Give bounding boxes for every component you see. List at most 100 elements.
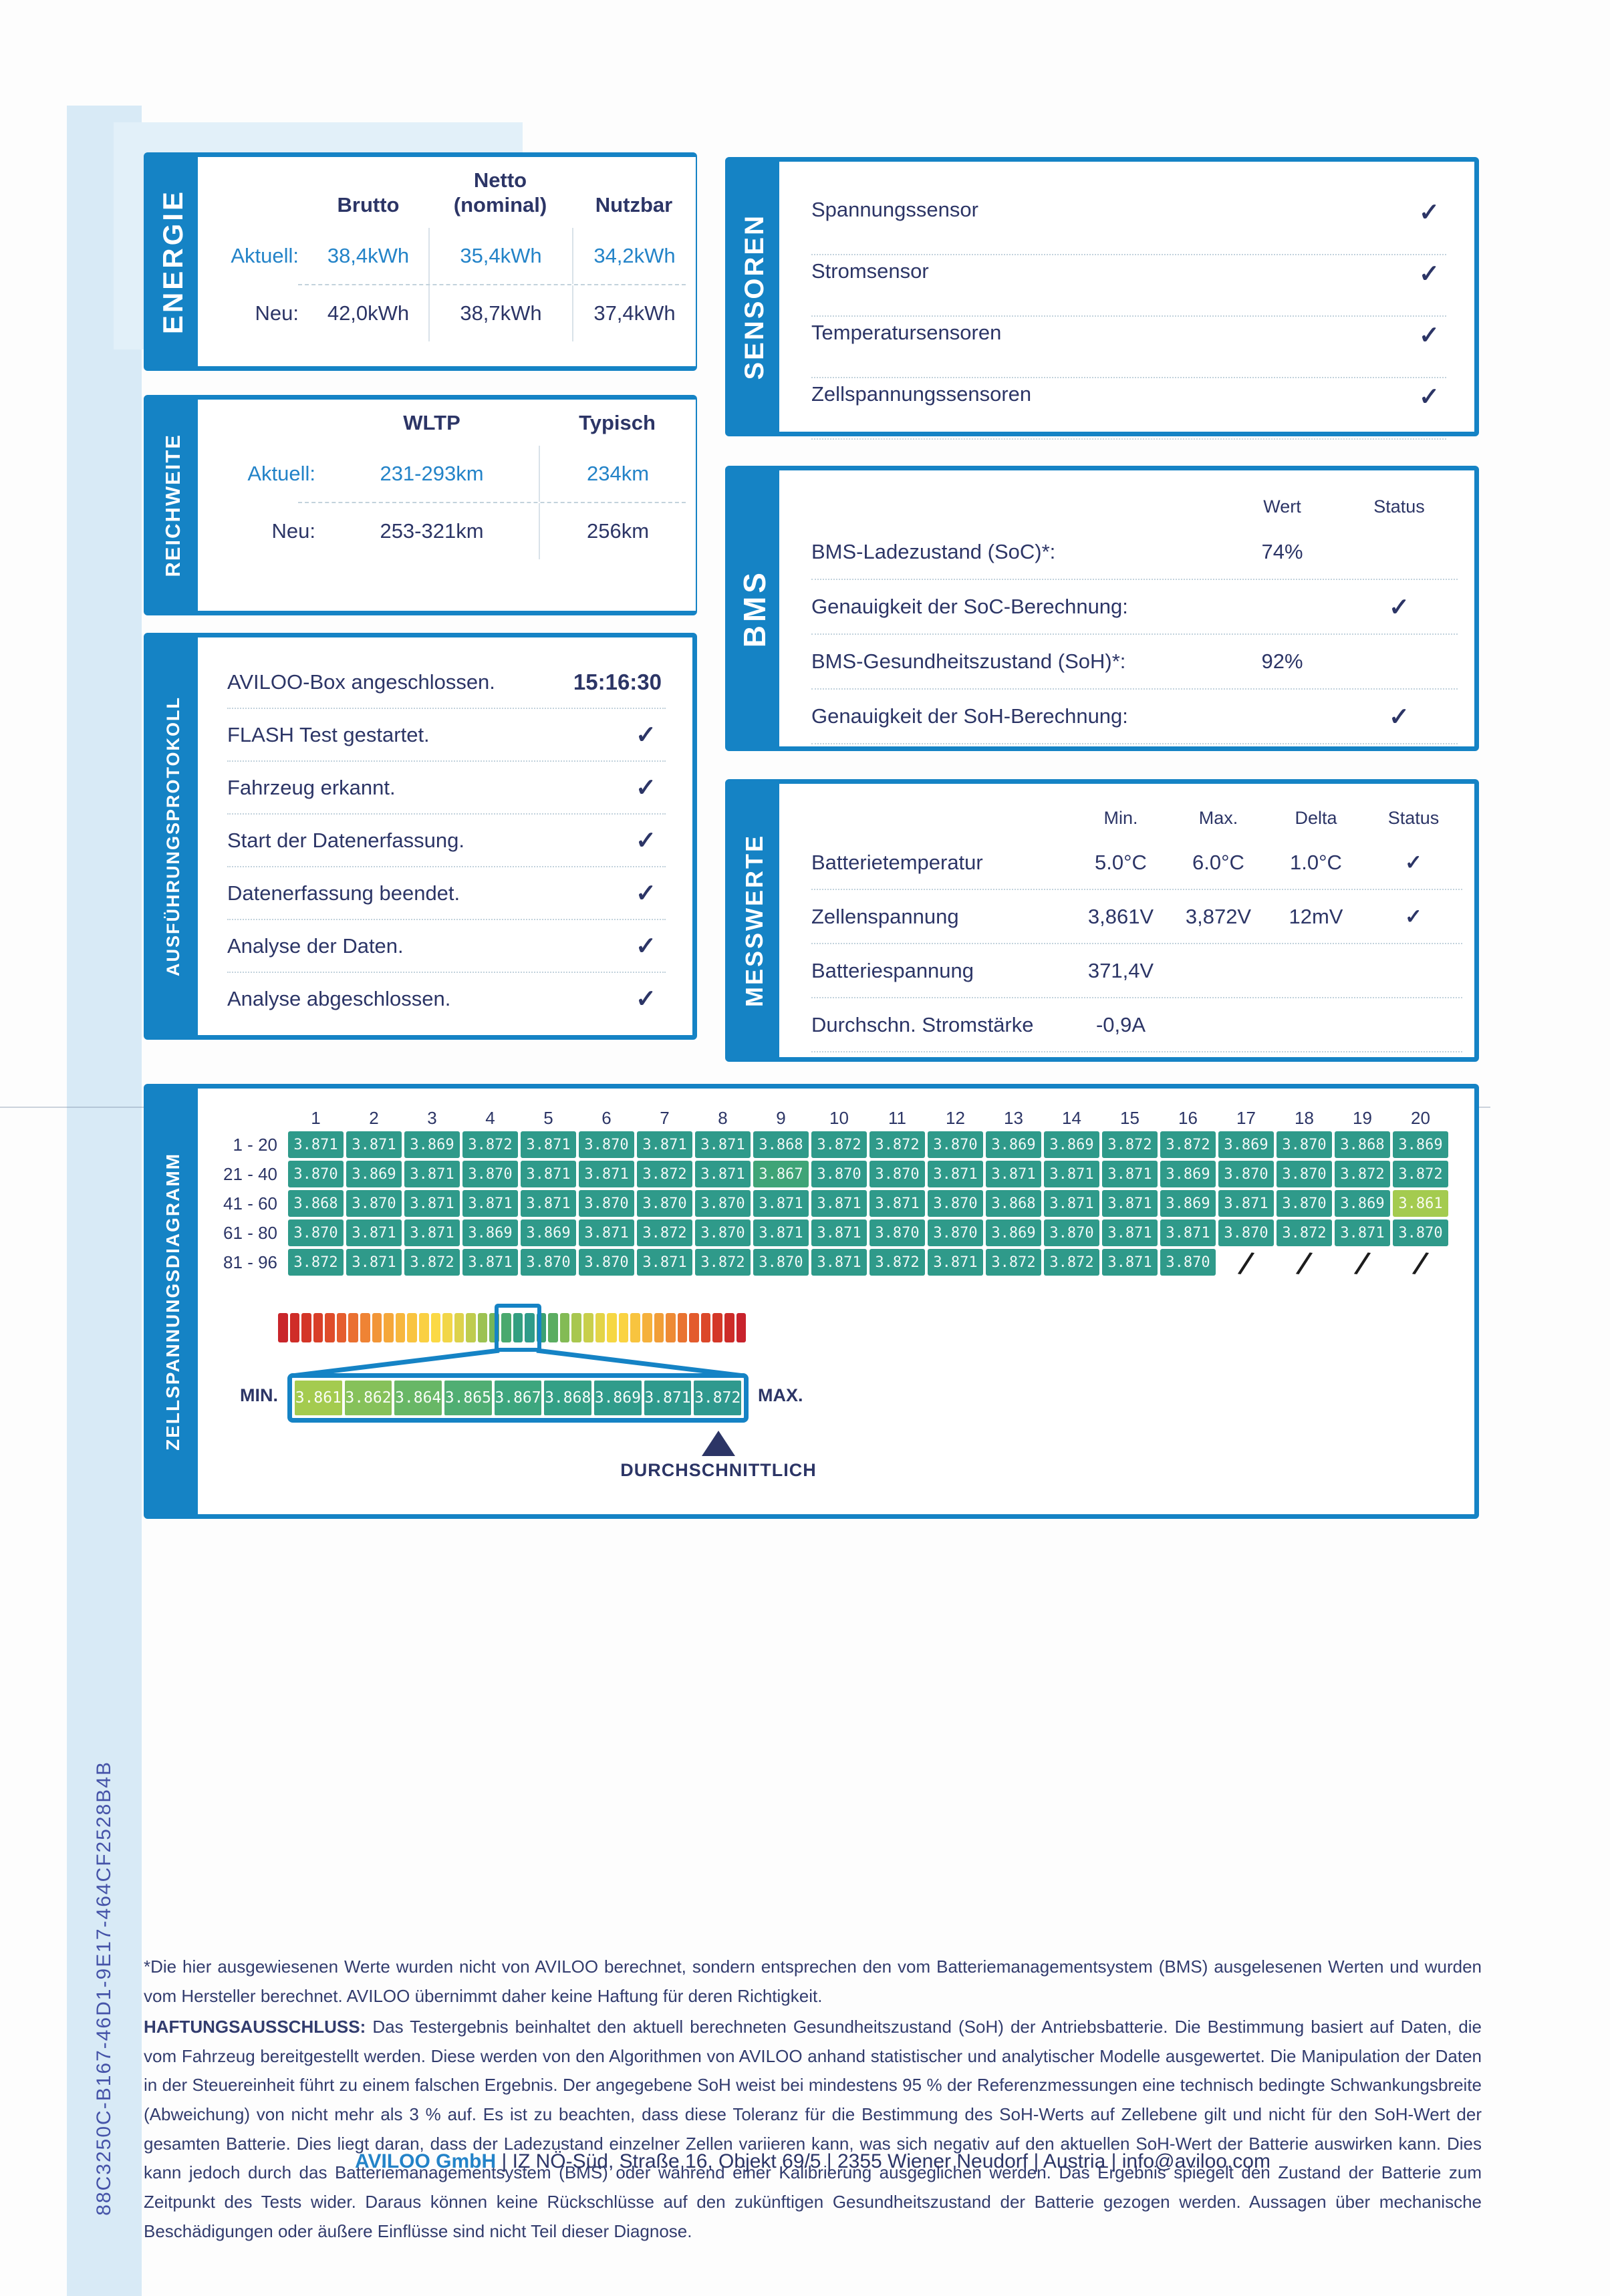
bms-label: Genauigkeit der SoH-Berechnung: xyxy=(811,704,1128,728)
grid-cell: 3.870 xyxy=(346,1190,402,1217)
zellspannung-tab-label: ZELLSPANNUNGSDIAGRAMM xyxy=(162,1152,183,1451)
grid-col-header: 14 xyxy=(1062,1108,1081,1128)
grid-row-label: 41 - 60 xyxy=(223,1193,277,1213)
grid-cell: 3.871 xyxy=(753,1190,809,1217)
voltage-scale-strip: 3.861 3.862 3.864 3.865 3.867 3.868 3.869 3.871… xyxy=(287,1373,749,1423)
gradient-segment xyxy=(395,1313,406,1342)
messwerte-table: Min. Max. Delta Status Batterietemperatu… xyxy=(779,784,1474,1052)
gradient-segment xyxy=(360,1313,370,1342)
grid-cell: 3.871 xyxy=(811,1190,867,1217)
grid-cell: 3.872 xyxy=(637,1219,692,1246)
grid-cell: 3.871 xyxy=(1102,1190,1158,1217)
messwerte-row: Durchschn. Stromstärke -0,9A xyxy=(811,998,1462,1052)
cell-voltage-grid: 1 2 3 4 5 6 7 8 9 10 11 12 13 14 15 16 17 18 19 20 1 - 20 3.8… xyxy=(215,1106,1448,1280)
messwerte-content: Min. Max. Delta Status Batterietemperatu… xyxy=(779,784,1474,1057)
slash-mark: / xyxy=(1351,1244,1373,1280)
messwerte-min: -0,9A xyxy=(1095,1012,1146,1036)
scale-cell: 3.867 xyxy=(494,1381,542,1415)
grid-cell: 3.870 xyxy=(1218,1161,1274,1187)
messwerte-label: Batteriespannung xyxy=(811,958,974,982)
reichweite-value: 231-293km xyxy=(380,462,484,486)
grid-cell: 3.871 xyxy=(346,1249,402,1276)
gradient-segment xyxy=(301,1313,311,1342)
messwerte-tab-label: MESSWERTE xyxy=(741,833,768,1007)
grid-cell: 3.871 xyxy=(695,1131,751,1158)
check-icon: ✓ xyxy=(635,827,656,854)
grid-cell: 3.870 xyxy=(869,1219,925,1246)
messwerte-row: Zellenspannung 3,861V 3,872V 12mV ✓ xyxy=(811,890,1462,944)
grid-cell: 3.871 xyxy=(869,1190,925,1217)
gradient-segment xyxy=(513,1313,523,1342)
section-bms: BMS Wert Status BMS-Ladezustand (SoC)*: 7… xyxy=(725,466,1479,751)
grid-cell: 3.870 xyxy=(695,1190,751,1217)
protocol-step-label: Analyse der Daten. xyxy=(227,934,404,958)
grid-cell: 3.870 xyxy=(1393,1219,1448,1246)
grid-cell: 3.871 xyxy=(521,1161,576,1187)
gradient-segment xyxy=(700,1313,711,1342)
energie-col-netto: Netto (nominal) xyxy=(453,168,547,217)
bms-row: Genauigkeit der SoC-Berechnung: ✓ xyxy=(811,580,1458,635)
zellspannung-content: 1 2 3 4 5 6 7 8 9 10 11 12 13 14 15 16 17 18 19 20 1 - 20 3.8… xyxy=(198,1089,1474,1514)
slash-mark: / xyxy=(1293,1244,1315,1280)
protocol-step-label: Start der Datenerfassung. xyxy=(227,828,464,852)
scale-cell: 3.872 xyxy=(694,1381,742,1415)
gradient-segment xyxy=(724,1313,734,1342)
grid-cell: 3.872 xyxy=(869,1131,925,1158)
grid-cell: 3.871 xyxy=(986,1161,1041,1187)
grid-cell: 3.871 xyxy=(404,1219,460,1246)
grid-cell: 3.870 xyxy=(521,1249,576,1276)
messwerte-tab: MESSWERTE xyxy=(730,784,779,1057)
protocol-time: 15:16:30 xyxy=(573,669,662,694)
sensor-label: Spannungssensor xyxy=(811,198,978,221)
grid-cell: 3.867 xyxy=(753,1161,809,1187)
slash-mark: / xyxy=(1410,1244,1432,1280)
reichweite-value: 234km xyxy=(539,446,696,503)
gradient-segment xyxy=(384,1313,394,1342)
row-separator xyxy=(298,284,686,286)
energie-tab: ENERGIE xyxy=(148,157,198,366)
scale-cell: 3.862 xyxy=(344,1381,392,1415)
protocol-row: Analyse der Daten. ✓ xyxy=(227,919,666,972)
gradient-segment xyxy=(325,1313,335,1342)
grid-cell: 3.872 xyxy=(811,1131,867,1158)
gradient-segment xyxy=(442,1313,452,1342)
bms-col-status: Status xyxy=(1373,496,1425,517)
reichweite-row-label: Aktuell: xyxy=(247,462,315,486)
bms-label: Genauigkeit der SoC-Berechnung: xyxy=(811,595,1128,618)
protocol-step-label: Analyse abgeschlossen. xyxy=(227,986,451,1010)
grid-cell: 3.871 xyxy=(404,1161,460,1187)
company-address: | IZ NÖ-Süd, Straße 16, Objekt 69/5 | 23… xyxy=(496,2150,1270,2172)
bms-tab: BMS xyxy=(730,470,779,746)
protocol-row: Start der Datenerfassung. ✓ xyxy=(227,813,666,866)
grid-cell: 3.871 xyxy=(521,1131,576,1158)
check-icon: ✓ xyxy=(1418,198,1440,226)
protocol-row: Datenerfassung beendet. ✓ xyxy=(227,866,666,919)
gradient-segment xyxy=(548,1313,558,1342)
energie-row-label: Aktuell: xyxy=(231,244,299,268)
gradient-segment xyxy=(571,1313,582,1342)
document-id: 88C3250C-B167-46D1-9E17-464CF2528B4B xyxy=(93,1760,115,2216)
protocol-row: Analyse abgeschlossen. ✓ xyxy=(227,972,666,1024)
gradient-segment xyxy=(418,1313,429,1342)
disclaimer-label: HAFTUNGSAUSSCHLUSS: xyxy=(144,2017,366,2037)
check-icon: ✓ xyxy=(1388,702,1410,730)
reichweite-value: 253-321km xyxy=(380,519,484,543)
gradient-segment xyxy=(666,1313,676,1342)
gradient-segment xyxy=(313,1313,323,1342)
reichweite-value: 256km xyxy=(539,503,696,560)
energie-value: 38,7kWh xyxy=(428,285,572,342)
bms-value: 92% xyxy=(1261,650,1303,673)
gradient-segment xyxy=(289,1313,300,1342)
grid-cell: 3.870 xyxy=(753,1249,809,1276)
messwerte-label: Zellenspannung xyxy=(811,904,959,928)
grid-cell: 3.872 xyxy=(1102,1131,1158,1158)
section-energie: ENERGIE Brutto Netto (nominal) Nutzbar Ak… xyxy=(144,152,697,371)
grid-col-header: 1 xyxy=(311,1108,321,1128)
reichweite-col-typisch: Typisch xyxy=(579,411,656,434)
scale-max-label: MAX. xyxy=(758,1385,803,1405)
grid-col-header: 10 xyxy=(829,1108,849,1128)
grid-cell: 3.869 xyxy=(986,1219,1041,1246)
section-messwerte: MESSWERTE Min. Max. Delta Status Batteri… xyxy=(725,779,1479,1062)
reichweite-row-label: Neu: xyxy=(271,519,315,543)
check-icon: ✓ xyxy=(1418,383,1440,410)
